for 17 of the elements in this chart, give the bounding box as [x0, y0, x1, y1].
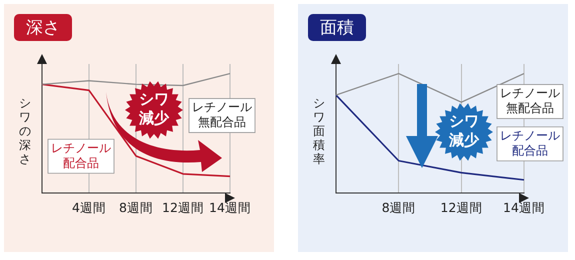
annotation: シワ減少 [138, 90, 170, 128]
annotation: シワ減少 [448, 112, 480, 150]
y-axis-title: シワ面積率 [312, 96, 326, 166]
chart-title: 深さ [14, 14, 72, 41]
x-tick-label: 14週間 [209, 200, 251, 215]
series-label: レチノール配合品 [500, 128, 560, 158]
series-label: レチノール無配合品 [192, 100, 252, 130]
series-label: レチノール配合品 [51, 140, 111, 170]
x-tick-label: 4週間 [72, 200, 106, 215]
y-axis-title: シワの深さ [18, 96, 32, 166]
x-tick-label: 12週間 [162, 200, 204, 215]
x-tick-label: 8週間 [119, 200, 153, 215]
chart-title: 面積 [308, 14, 366, 41]
x-tick-label: 8週間 [382, 200, 416, 215]
x-tick-label: 12週間 [440, 200, 482, 215]
series-label: レチノール無配合品 [500, 86, 560, 116]
x-tick-label: 14週間 [503, 200, 545, 215]
